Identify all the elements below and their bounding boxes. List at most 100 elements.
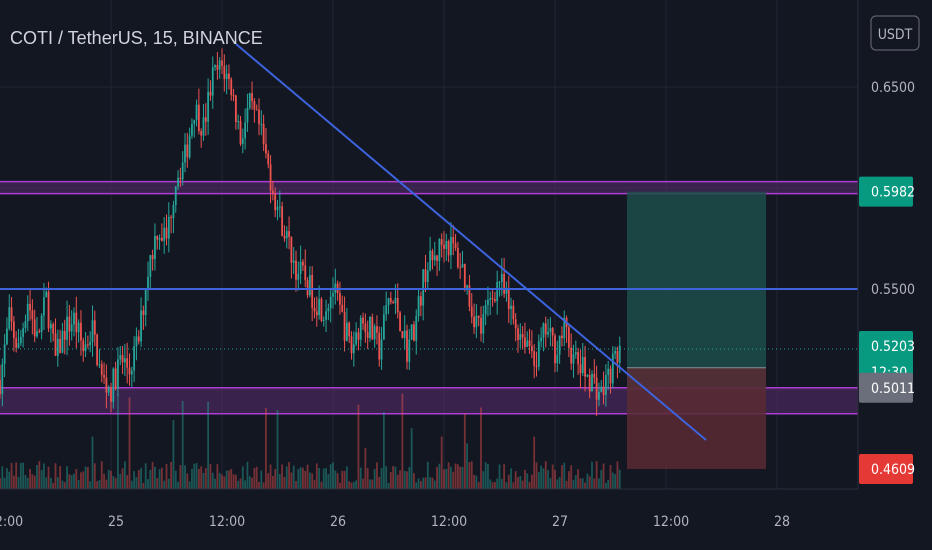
volume-bar [373,469,376,489]
candle-body [308,274,311,296]
candle-body [128,367,131,375]
volume-bar [426,461,429,489]
currency-button-frame[interactable] [870,15,920,51]
candle-body [584,356,586,377]
candle-body [466,285,469,288]
volume-bar [29,469,31,489]
volume-bar [419,481,422,489]
volume-bar [89,481,92,489]
volume-bar [265,408,267,489]
candle-body [73,312,75,325]
volume-bar [63,482,66,489]
volume-bar [602,463,605,489]
candle-body [202,117,205,136]
candle-body [191,123,193,136]
candle-body [77,322,80,333]
candle-body [396,297,399,313]
volume-bar [281,464,284,489]
candle-body [117,359,119,389]
volume-bar [429,477,432,489]
volume-bar [80,472,82,489]
candle-body [130,370,133,375]
candle-body [443,244,445,249]
volume-bar [376,462,378,489]
volume-bar [329,464,332,489]
candle-body [572,354,575,364]
volume-bar [230,469,233,489]
volume-bar [611,472,614,489]
currency-label[interactable]: USDT [878,27,913,43]
candle-body [241,138,244,144]
volume-bar [207,401,210,489]
candle-body [591,374,593,392]
volume-bar [0,478,1,489]
volume-bar [528,481,531,489]
candle-body [89,341,92,346]
candle-body [503,273,506,294]
candle-body [574,352,577,355]
candle-body [373,326,376,340]
volume-bar [167,478,170,489]
candle-body [551,328,554,336]
volume-bar [297,469,300,489]
volume-bar [591,461,593,489]
time-axis-panel[interactable] [0,489,932,550]
candle-body [82,340,85,352]
volume-bar [218,472,221,489]
volume-bar [251,477,253,489]
candle-body [80,322,82,341]
candle-body [517,328,519,340]
candle-body [52,324,55,334]
volume-bar [144,463,147,489]
candle-body [172,205,175,218]
candle-body [22,328,25,337]
candle-body [313,307,316,312]
volume-bar [232,474,235,489]
volume-bar [417,478,420,489]
candle-body [93,320,96,335]
volume-bar [544,461,547,489]
volume-bar [537,472,540,489]
volume-bar [535,462,538,489]
volume-bar [197,468,200,489]
volume-bar [447,462,450,489]
volume-bar [121,468,124,489]
volume-bar [551,464,554,489]
candle-body [144,289,147,316]
candle-body [542,323,545,338]
candle-body [475,315,478,328]
volume-bar [33,475,36,489]
volume-bar [267,473,270,489]
candle-body [10,307,13,322]
volume-bar [110,470,112,489]
currency-button[interactable]: USDT [870,15,920,51]
candle-body [491,298,494,300]
candle-body [410,324,413,340]
candle-body [12,321,15,339]
volume-bar [91,436,94,489]
volume-bar [445,468,448,489]
volume-bar [237,480,240,489]
candle-body [318,299,321,316]
candle-body [91,320,94,342]
volume-bar [563,462,566,489]
volume-bar [188,481,191,489]
candle-body [496,282,499,302]
candle-body [454,243,457,248]
candle-body [123,358,126,363]
time-tick-label: 27 [552,514,568,530]
volume-bar [322,468,325,489]
price-axis-panel[interactable] [858,0,932,490]
volume-bar [614,474,617,489]
candles [0,48,621,416]
candle-body [100,364,103,375]
candle-body [33,319,36,337]
candle-body [251,93,253,101]
volume-bar [399,470,401,489]
candle-body [322,319,325,321]
volume-bar [151,461,154,489]
candle-body [3,344,6,364]
volume-bar [271,476,274,489]
